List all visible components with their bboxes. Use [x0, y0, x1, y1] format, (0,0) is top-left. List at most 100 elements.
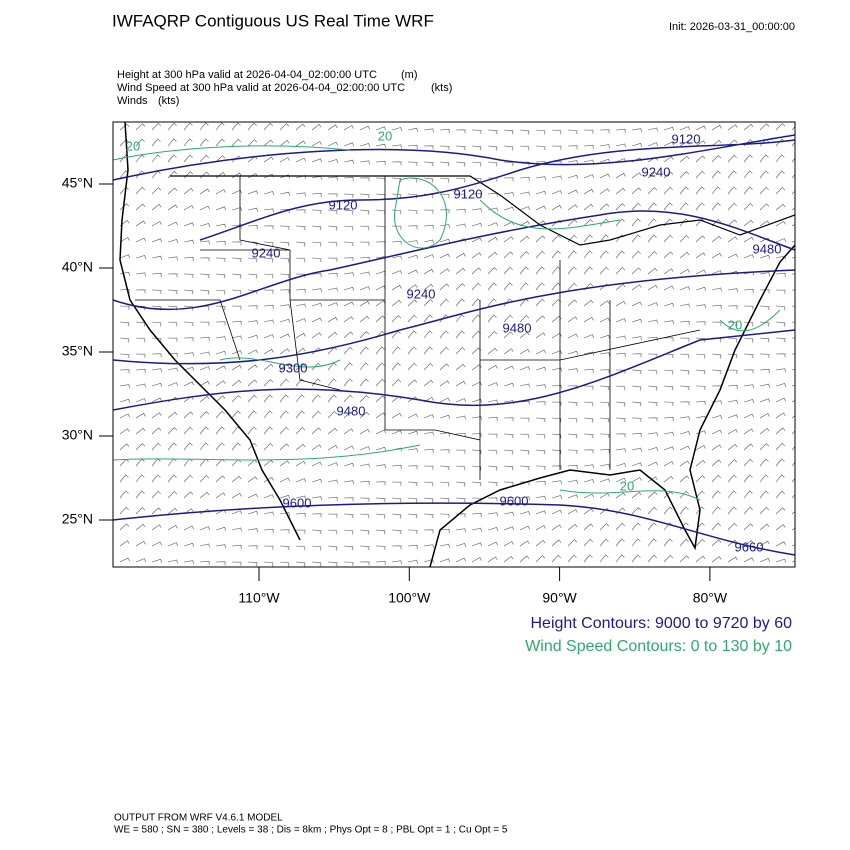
- wind-barb: [791, 305, 795, 307]
- wind-barb: [631, 172, 642, 179]
- wind-barb: [183, 426, 193, 435]
- wind-barb: [343, 445, 354, 451]
- wind-barb: [119, 186, 129, 195]
- wind-barb: [583, 250, 593, 259]
- wind-barb: [183, 222, 194, 227]
- wind-barb: [583, 523, 594, 531]
- wind-barb: [455, 465, 466, 471]
- wind-barb: [231, 561, 242, 566]
- lat-label: 35°N: [62, 343, 93, 359]
- wind-barb: [791, 511, 795, 515]
- wind-barb: [183, 560, 194, 565]
- wind-barb: [263, 426, 273, 435]
- wind-barb: [743, 288, 754, 293]
- wind-barb: [631, 353, 642, 358]
- wind-barb: [759, 523, 770, 531]
- wind-barb: [279, 174, 290, 179]
- wind-barb: [551, 219, 562, 227]
- wind-barb: [775, 305, 786, 311]
- wind-barb: [423, 224, 434, 229]
- wind-barb: [247, 394, 257, 403]
- wind-barb: [647, 401, 658, 407]
- wind-barb: [135, 474, 145, 483]
- wind-barb: [247, 320, 258, 325]
- wind-barb: [407, 314, 417, 323]
- wind-barb: [135, 383, 146, 388]
- wind-barb: [487, 465, 498, 471]
- wind-barb: [551, 250, 561, 259]
- init-time: Init: 2026-03-31_00:00:00: [669, 21, 795, 33]
- wind-barb: [311, 175, 322, 180]
- wind-barb: [327, 176, 338, 181]
- wind-barb: [343, 241, 354, 247]
- wind-barb: [663, 202, 673, 211]
- wind-barb: [743, 540, 754, 547]
- wind-barb: [183, 542, 194, 547]
- wind-barb: [439, 481, 450, 487]
- wind-barb: [343, 411, 354, 419]
- wind-barb: [167, 491, 178, 499]
- wind-barb: [583, 368, 594, 373]
- wind-barb: [199, 154, 209, 163]
- wind-barb: [263, 257, 274, 263]
- wind-barb: [679, 353, 690, 359]
- wind-barb: [615, 522, 625, 531]
- wind-barb: [535, 481, 546, 485]
- wind-barb: [247, 190, 258, 195]
- wind-barb: [631, 142, 642, 147]
- wind-barb: [391, 240, 402, 245]
- wind-barb: [359, 177, 370, 182]
- wind-barb: [327, 444, 338, 451]
- wind-barb: [439, 449, 450, 454]
- wind-barb: [647, 171, 658, 179]
- wind-barb: [231, 442, 241, 451]
- wind-barb: [391, 299, 402, 307]
- wind-barb: [295, 157, 306, 163]
- wind-barb: [151, 154, 161, 163]
- wind-barb: [183, 442, 193, 451]
- wind-barb: [439, 224, 450, 229]
- wind-barb: [215, 492, 226, 499]
- wind-barb: [583, 538, 593, 547]
- wind-barb: [375, 315, 386, 323]
- wind-barb: [711, 369, 722, 375]
- wind-barb: [679, 431, 690, 435]
- wind-barb: [407, 254, 418, 259]
- wind-barb: [279, 140, 290, 147]
- wind-barb: [151, 289, 162, 294]
- wind-barb: [359, 300, 370, 307]
- wind-barb: [615, 267, 626, 275]
- wind-barb: [519, 145, 530, 151]
- wind-barb: [455, 543, 466, 547]
- wind-barb: [663, 555, 674, 563]
- wind-barb: [535, 449, 546, 455]
- height-contour-label: 9600: [283, 495, 312, 510]
- wind-barb: [407, 379, 418, 387]
- wind-barb: [791, 273, 795, 275]
- wind-barb: [215, 289, 226, 295]
- wind-barb: [647, 369, 658, 375]
- wind-barb: [583, 449, 594, 454]
- wind-barb: [791, 494, 795, 499]
- wind-barb: [391, 161, 402, 166]
- wind-barb: [503, 129, 514, 135]
- wind-barb: [247, 139, 258, 147]
- wind-barb: [167, 273, 178, 278]
- wind-barb: [343, 257, 354, 262]
- wind-barb: [615, 417, 626, 423]
- wind-barb: [151, 138, 161, 147]
- wind-barb: [647, 187, 658, 195]
- wind-barb: [695, 321, 706, 326]
- wind-barb: [663, 369, 674, 375]
- wind-barb: [519, 540, 530, 547]
- wind-barb: [711, 556, 722, 563]
- wind-barb: [215, 206, 226, 211]
- wind-barb: [407, 145, 418, 149]
- wind-barb: [695, 401, 706, 405]
- wind-barb: [727, 443, 738, 451]
- wind-barb: [743, 305, 754, 310]
- wind-barb: [791, 321, 795, 323]
- lat-label: 25°N: [62, 511, 93, 527]
- wind-barb: [631, 401, 642, 407]
- wind-barb: [343, 272, 354, 277]
